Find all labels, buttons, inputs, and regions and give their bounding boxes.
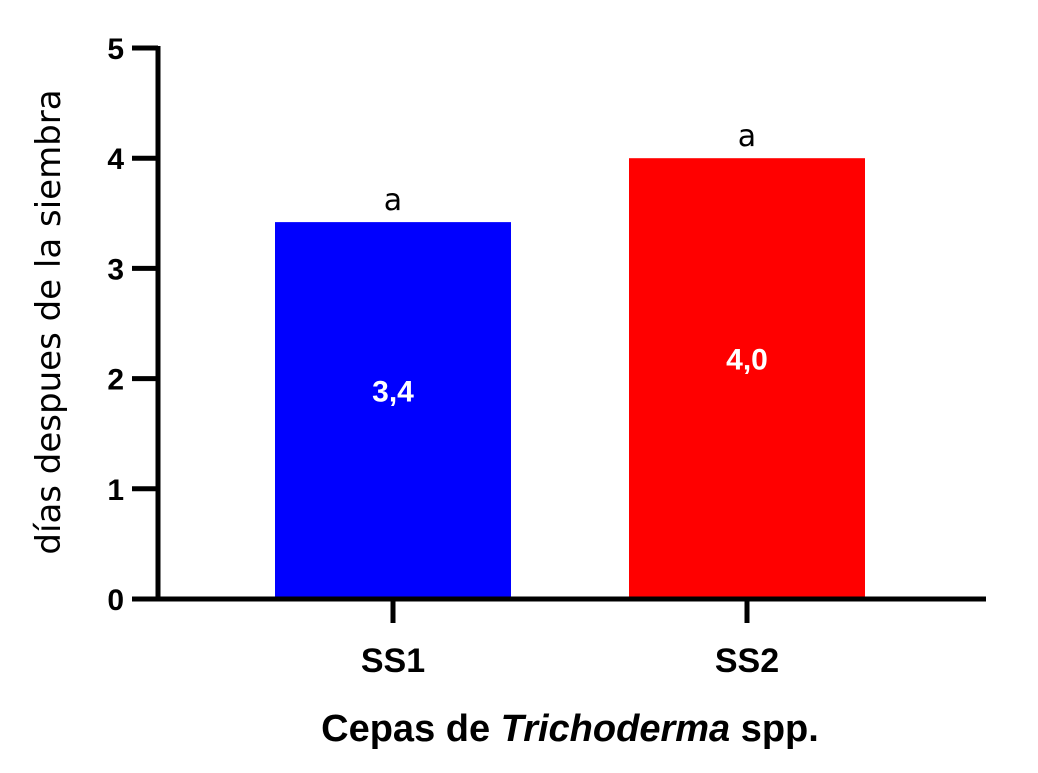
y-tick-label: 5 xyxy=(107,33,124,66)
y-tick-label: 2 xyxy=(107,364,124,397)
y-tick-label: 4 xyxy=(107,143,124,176)
y-axis-title: días despues de la siembra xyxy=(29,89,69,554)
x-axis-title-prefix: Cepas de xyxy=(321,708,501,750)
y-ticks-group: 0 1 2 3 4 5 xyxy=(107,33,158,617)
y-tick-label: 3 xyxy=(107,253,124,286)
x-axis-title-italic: Trichoderma xyxy=(501,708,730,750)
x-ticks-group: SS1 SS2 xyxy=(361,599,779,680)
x-tick-label: SS1 xyxy=(361,642,425,680)
x-tick-label: SS2 xyxy=(715,642,779,680)
bar-value-label: 3,4 xyxy=(372,376,414,409)
labels-group: a 3,4 a 4,0 xyxy=(372,119,768,408)
x-axis-title: Cepas de Trichoderma spp. xyxy=(321,708,819,750)
bar-ss1 xyxy=(275,222,511,599)
bar-ss2 xyxy=(629,158,865,599)
significance-letter: a xyxy=(738,119,756,154)
x-axis-title-suffix: spp. xyxy=(730,708,819,750)
bars-group xyxy=(275,158,865,599)
bar-value-label: 4,0 xyxy=(726,344,768,377)
y-tick-label: 1 xyxy=(107,474,124,507)
axes-group xyxy=(155,46,986,602)
significance-letter: a xyxy=(384,183,402,218)
y-tick-label: 0 xyxy=(107,584,124,617)
